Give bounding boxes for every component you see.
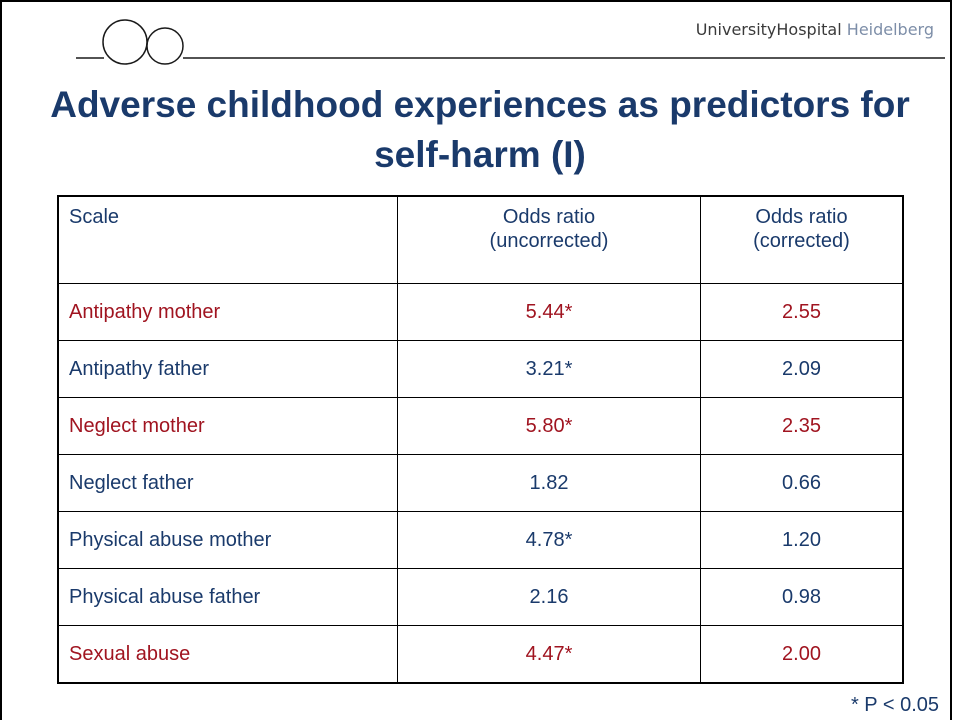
header-text: Odds ratio [755,206,848,228]
header-cell: Odds ratio (uncorrected) [397,195,701,284]
table-cell: 2.55 [700,283,904,341]
header-text: (uncorrected) [489,230,609,252]
logo-circle [102,19,148,65]
header-text: Scale [69,206,120,228]
slide-title: Adverse childhood experiences as predict… [50,84,910,175]
table-cell: Neglect mother [57,397,398,455]
header-row: Scale Odds ratio (uncorrected) Odds ratio (c… [57,195,904,284]
table-cell: Physical abuse father [57,568,398,626]
table-cell: 5.44* [397,283,701,341]
table-row: Antipathy mother 5.44* 2.55 [57,283,904,341]
table-row: Physical abuse father 2.16 0.98 [57,568,904,626]
brand-secondary: Heidelberg [846,20,934,39]
table-row: Antipathy father 3.21* 2.09 [57,340,904,398]
table-cell: 4.47* [397,625,701,684]
logo-circle [146,27,184,65]
header-cell: Scale [57,195,398,284]
table-cell: Antipathy father [57,340,398,398]
footnote: * P < 0.05 [850,694,939,716]
table-cell: 2.09 [700,340,904,398]
header-cell: Odds ratio (corrected) [700,195,904,284]
table-row: Sexual abuse 4.47* 2.00 [57,625,904,684]
table-cell: 5.80* [397,397,701,455]
table-cell: Physical abuse mother [57,511,398,569]
table-cell: Sexual abuse [57,625,398,684]
table-cell: 0.66 [700,454,904,512]
odds-table: Scale Odds ratio (uncorrected) Odds ratio (c… [57,195,904,684]
table-cell: 4.78* [397,511,701,569]
header-text: (corrected) [753,230,850,252]
table-cell: 1.82 [397,454,701,512]
table-row: Neglect mother 5.80* 2.35 [57,397,904,455]
table-cell: 2.35 [700,397,904,455]
table-cell: 1.20 [700,511,904,569]
table-cell: 2.00 [700,625,904,684]
table-cell: Antipathy mother [57,283,398,341]
table-row: Physical abuse mother 4.78* 1.20 [57,511,904,569]
brand-primary: UniversityHospital [695,20,842,39]
table-cell: 0.98 [700,568,904,626]
logo [76,19,945,65]
table-cell: 3.21* [397,340,701,398]
brand: UniversityHospital Heidelberg [696,20,934,39]
table-cell: Neglect father [57,454,398,512]
table-row: Neglect father 1.82 0.66 [57,454,904,512]
table-cell: 2.16 [397,568,701,626]
header-text: Odds ratio [502,206,596,228]
